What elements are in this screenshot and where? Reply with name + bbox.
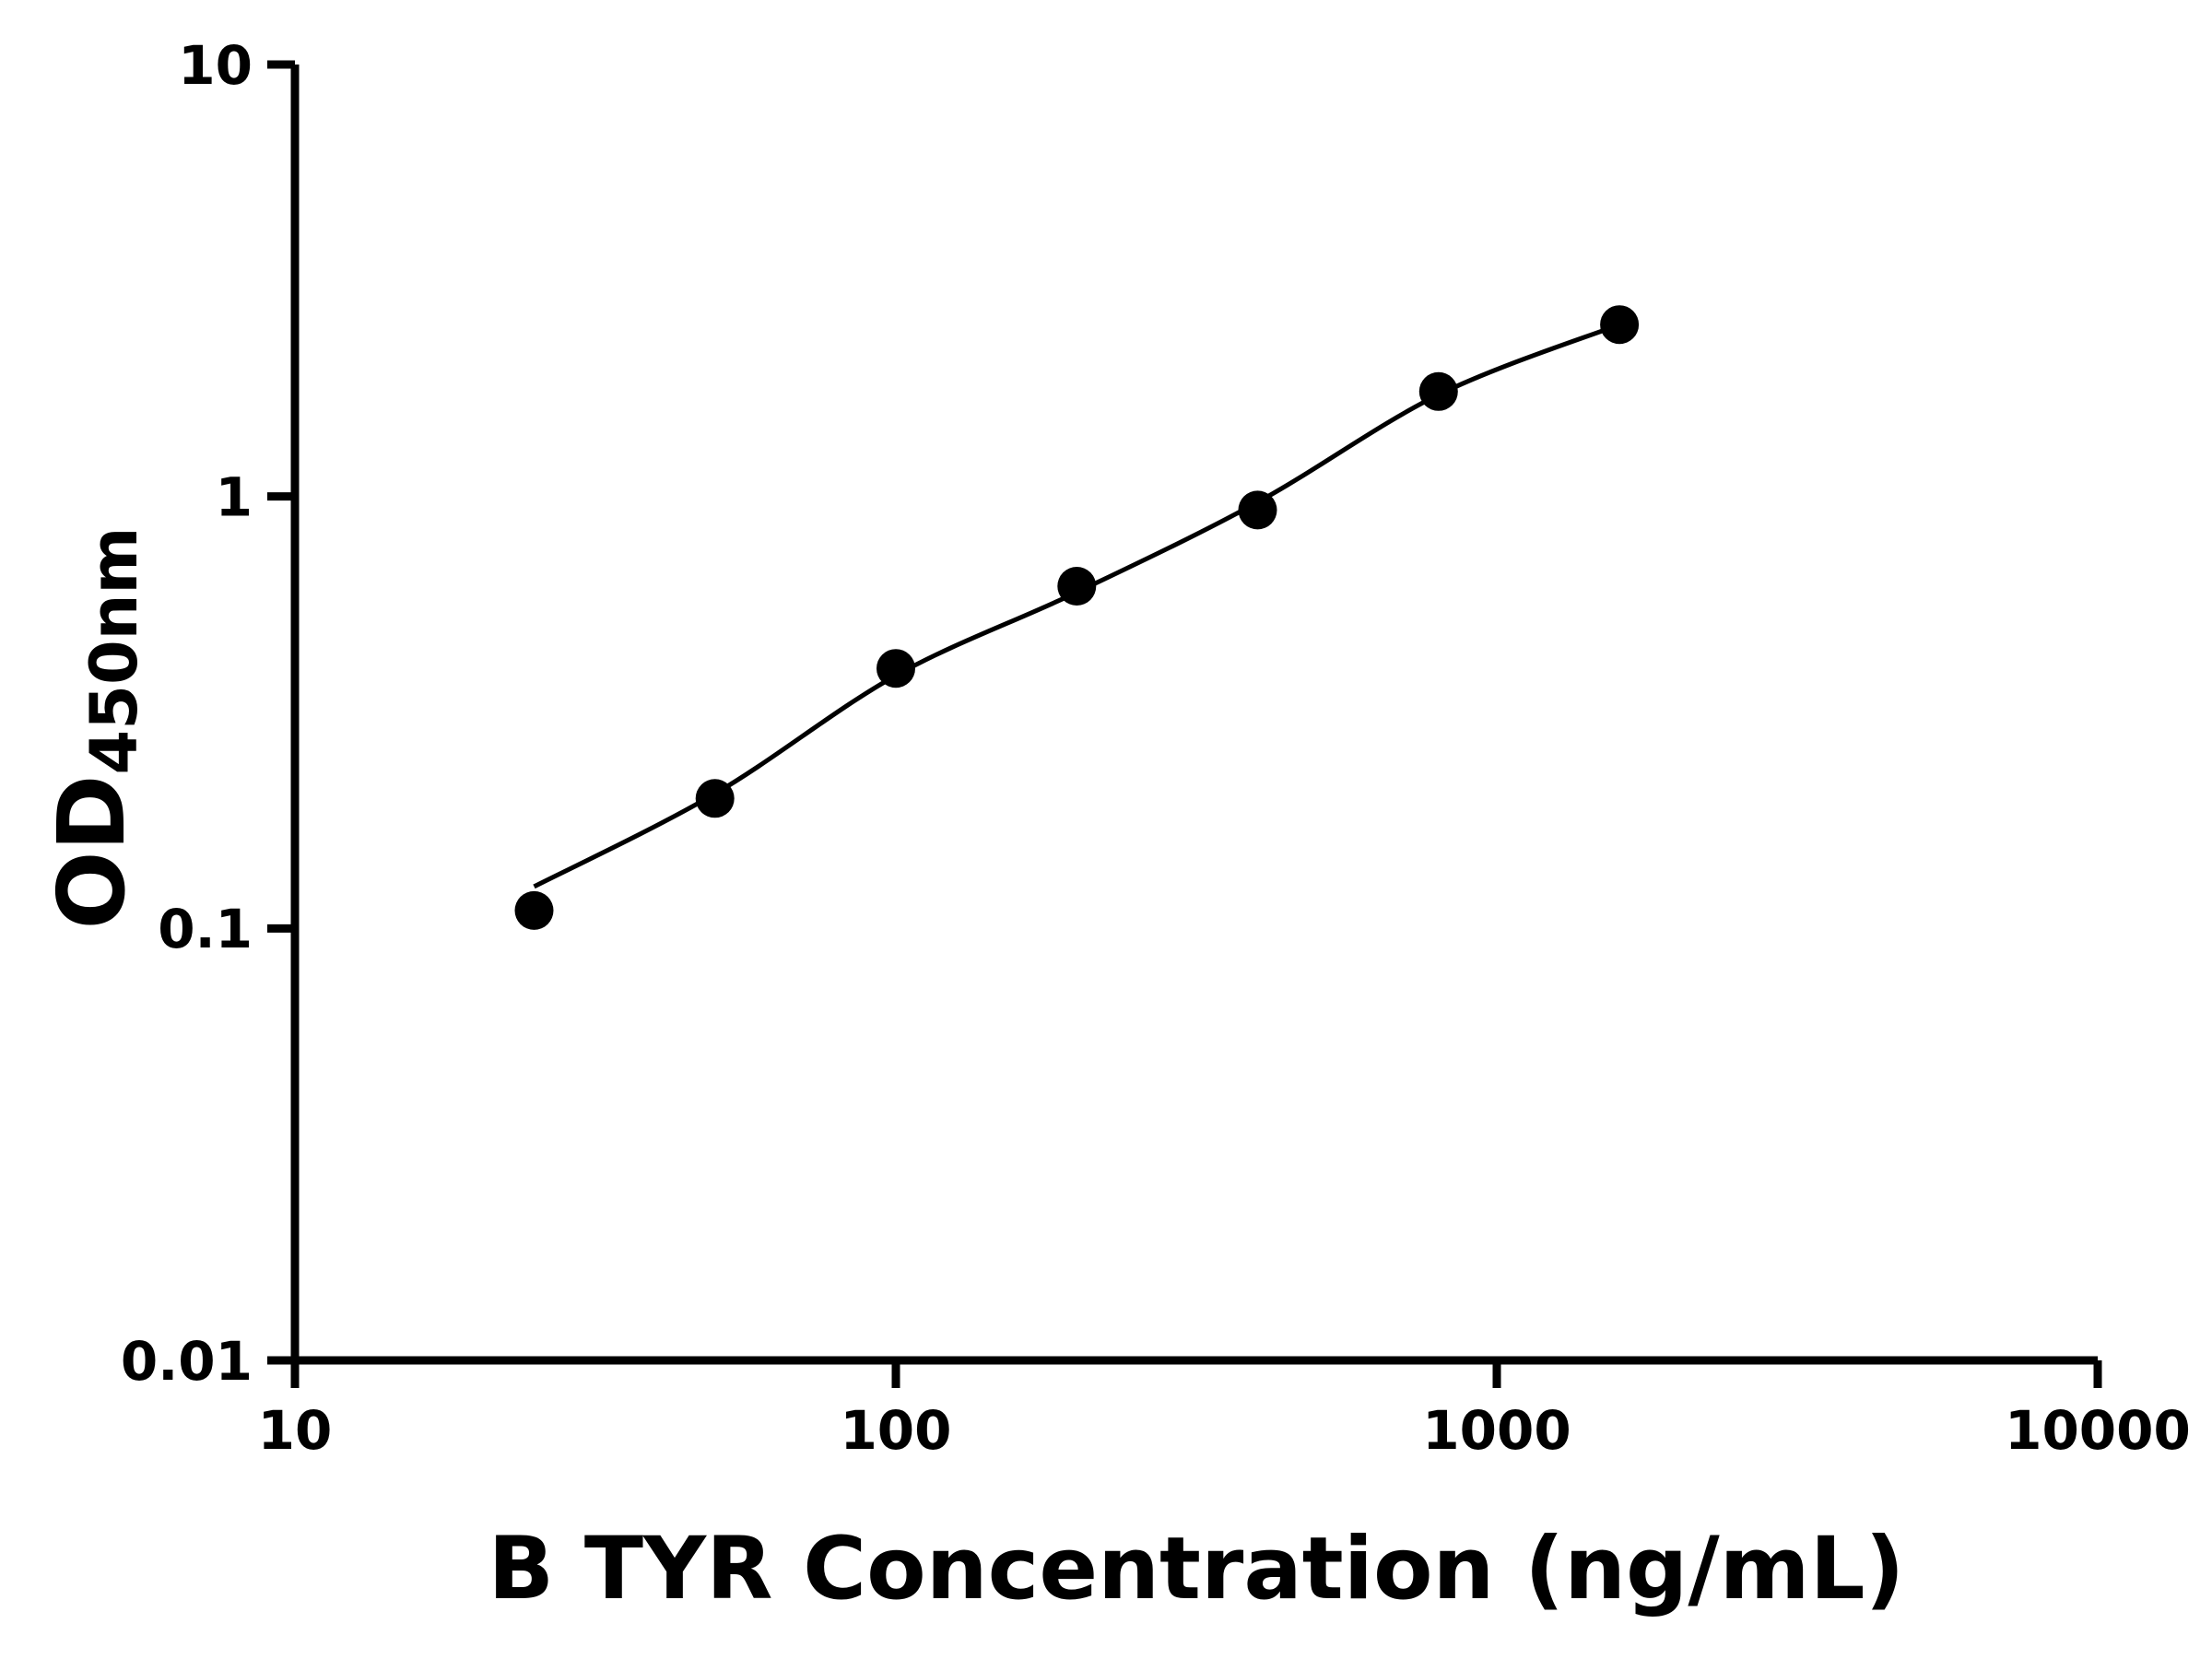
data-point — [1057, 567, 1097, 606]
y-tick-label: 0.01 — [121, 1330, 253, 1393]
y-axis-title-subscript: 450nm — [76, 526, 152, 775]
y-tick-label: 0.1 — [158, 898, 253, 960]
x-tick-label: 10 — [258, 1399, 333, 1462]
data-point — [1418, 371, 1458, 411]
data-point — [1600, 305, 1640, 345]
data-point — [877, 649, 915, 688]
y-tick-label: 1 — [216, 466, 253, 529]
x-tick-label: 10000 — [2005, 1399, 2191, 1462]
data-point — [1238, 490, 1277, 530]
data-point — [695, 779, 735, 818]
x-axis-title: B TYR Concentration (ng/mL) — [488, 1519, 1905, 1619]
y-axis-title-main: OD — [38, 774, 146, 930]
y-tick-label: 10 — [178, 34, 253, 97]
x-tick-label: 100 — [840, 1399, 951, 1462]
y-axis-title: OD450nm — [38, 527, 152, 930]
data-point — [514, 890, 554, 930]
x-tick-label: 1000 — [1422, 1399, 1571, 1462]
